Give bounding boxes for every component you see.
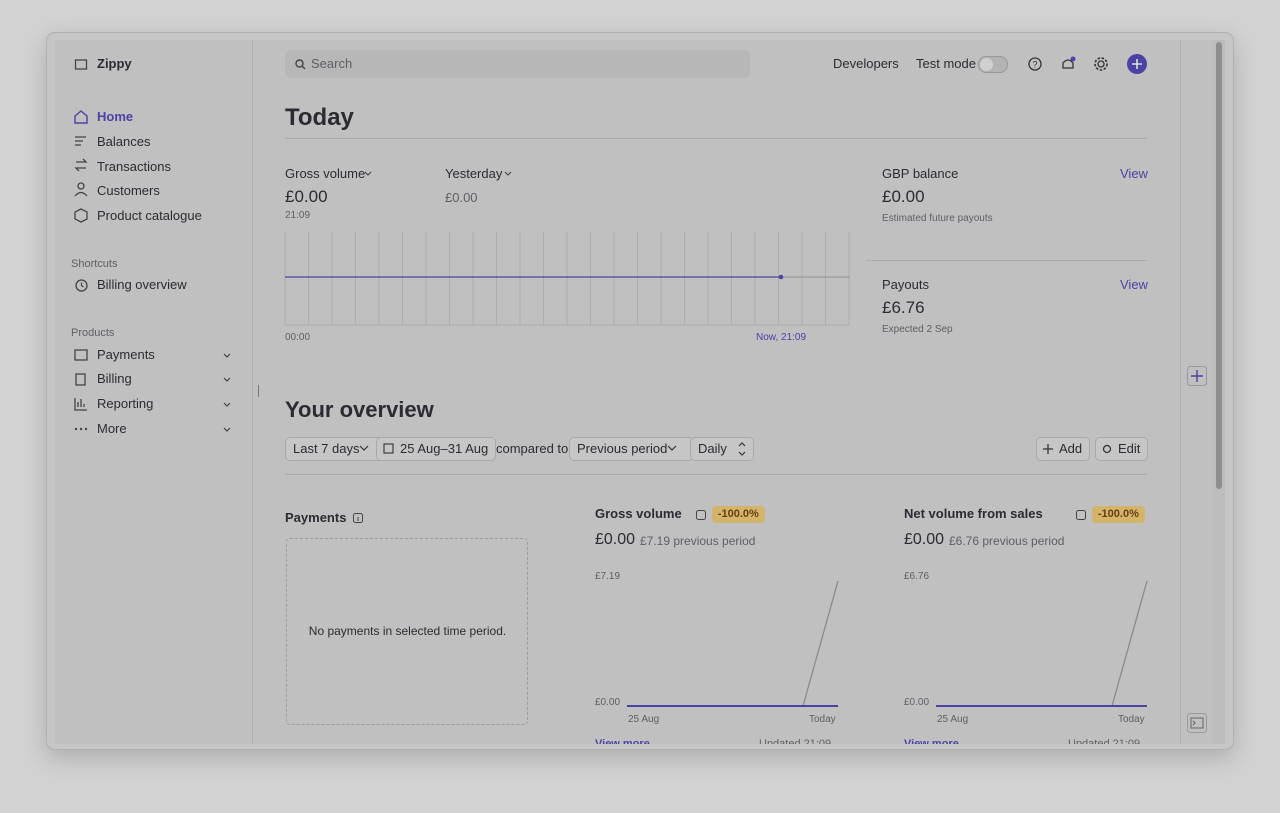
metric-label[interactable]: Yesterday (445, 166, 503, 181)
updated-note: Updated 21:09 (759, 738, 832, 744)
test-mode-label: Test mode (916, 56, 976, 71)
y-label: £6.76 (904, 571, 930, 582)
previous-line (802, 580, 839, 707)
change-badge: -100.0% (1091, 506, 1145, 523)
rail-add[interactable] (1187, 366, 1207, 386)
change-badge: -100.0% (711, 506, 765, 523)
mini-chart (627, 580, 839, 707)
axis-label: 00:00 (285, 332, 311, 343)
info-frame (1075, 510, 1086, 520)
search-icon (295, 59, 306, 70)
x-label: 25 Aug (628, 714, 660, 725)
divider (285, 138, 1147, 139)
info-icon (695, 510, 706, 520)
now-dot (778, 274, 784, 280)
nav-item[interactable]: Balances (97, 134, 151, 149)
nav-item[interactable]: Product catalogue (97, 208, 202, 223)
rail-console[interactable] (1187, 713, 1207, 733)
section-title: Shortcuts (71, 258, 118, 270)
top-icons[interactable]: ? (1028, 56, 1138, 73)
right-rail (1180, 40, 1213, 744)
card-title: Payments (285, 510, 347, 525)
payouts-label: Payouts (882, 277, 929, 292)
divider (285, 474, 1147, 475)
product-item[interactable]: Reporting (97, 396, 154, 411)
chevrons (364, 171, 512, 176)
sidebar: Zippy Home Balances Transactions Custome… (55, 40, 253, 744)
range-select[interactable]: Last 7 days (285, 437, 387, 461)
x-label: Today (809, 714, 836, 725)
info-icon (353, 513, 363, 523)
view-link[interactable]: View (1120, 277, 1148, 292)
metric-value: £0.00 (285, 187, 328, 206)
mini-chart (936, 580, 1148, 707)
date-range[interactable]: 25 Aug–31 Aug (376, 437, 497, 461)
y-label: £0.00 (904, 697, 930, 708)
account-name[interactable]: Zippy (97, 56, 132, 71)
metric-label[interactable]: Gross volume (285, 166, 366, 181)
info-icon (1075, 510, 1086, 520)
nav-item[interactable]: Home (97, 109, 134, 124)
developers-link[interactable]: Developers (833, 56, 899, 71)
test-mode-toggle[interactable] (978, 56, 1008, 73)
metric-value: £0.00 (445, 190, 478, 205)
product-item[interactable]: Payments (97, 347, 155, 362)
section-heading: Your overview (285, 397, 434, 422)
search-placeholder: Search (311, 56, 353, 71)
info-frame (695, 510, 706, 520)
divider (866, 260, 1147, 261)
card-title[interactable]: Gross volume (595, 506, 682, 521)
updated-note: Updated 21:09 (1068, 738, 1141, 744)
nav-item[interactable]: Transactions (97, 159, 171, 174)
nav-icons (74, 110, 88, 223)
interval-select[interactable]: Daily (690, 437, 754, 461)
x-label: Today (1118, 714, 1145, 725)
svg-text:?: ? (1032, 60, 1037, 70)
balance-amount: £0.00 (882, 187, 925, 206)
product-item[interactable]: More (97, 421, 127, 436)
product-item[interactable]: Billing (97, 371, 132, 386)
view-more-link[interactable]: View more (904, 738, 959, 744)
search-box[interactable] (285, 50, 750, 78)
account-icon (74, 59, 88, 70)
compared-label: compared to (496, 441, 569, 456)
app: Zippy Home Balances Transactions Custome… (55, 40, 1225, 744)
empty-state (286, 538, 528, 725)
card-title[interactable]: Net volume from sales (904, 506, 1043, 521)
section-title: Products (71, 327, 115, 339)
balance-note: Estimated future payouts (882, 213, 993, 224)
clock-icon (75, 279, 88, 292)
payouts-note: Expected 2 Sep (882, 324, 953, 335)
balance-label: GBP balance (882, 166, 959, 181)
scrollbar[interactable] (1212, 40, 1225, 744)
y-label: £0.00 (595, 697, 621, 708)
y-label: £7.19 (595, 571, 621, 582)
view-link[interactable]: View (1120, 166, 1148, 181)
payouts-amount: £6.76 (882, 298, 925, 317)
previous-line (1111, 580, 1148, 707)
shortcut-item[interactable]: Billing overview (97, 277, 187, 292)
card-value: £0.00 (595, 531, 636, 548)
product-icons (74, 349, 231, 432)
card-previous: £6.76 previous period (949, 534, 1065, 548)
axis-label: Now, 21:09 (756, 332, 807, 343)
card-previous: £7.19 previous period (640, 534, 756, 548)
empty-message: No payments in selected time period. (308, 624, 507, 638)
resize-handle[interactable] (258, 385, 259, 397)
nav-item[interactable]: Customers (97, 183, 160, 198)
create-button[interactable] (1127, 54, 1147, 74)
control-icons (359, 442, 1112, 456)
period-select[interactable]: Previous period (569, 437, 695, 461)
card-value: £0.00 (904, 531, 945, 548)
today-chart (284, 232, 850, 326)
x-label: 25 Aug (937, 714, 969, 725)
metric-time: 21:09 (285, 210, 311, 221)
page-title: Today (285, 104, 354, 131)
view-more-link[interactable]: View more (595, 738, 650, 744)
